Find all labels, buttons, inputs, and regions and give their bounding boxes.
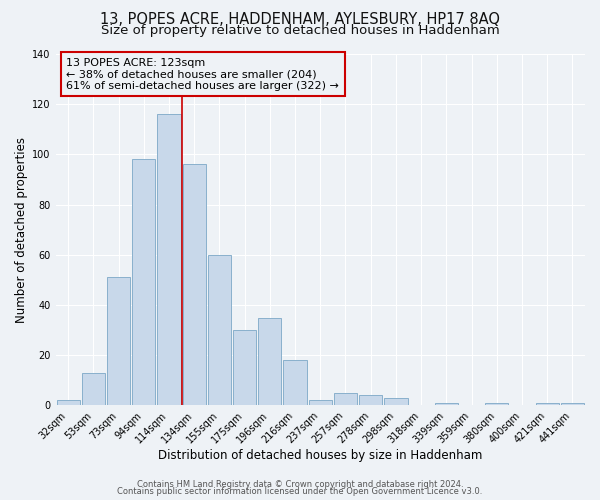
Bar (132, 160, 155, 406)
Text: 13, POPES ACRE, HADDENHAM, AYLESBURY, HP17 8AQ: 13, POPES ACRE, HADDENHAM, AYLESBURY, HP… (100, 12, 500, 26)
Bar (536, 403, 559, 406)
Bar (561, 403, 584, 406)
Y-axis label: Number of detached properties: Number of detached properties (15, 136, 28, 322)
Text: Size of property relative to detached houses in Haddenham: Size of property relative to detached ho… (101, 24, 499, 37)
Bar (182, 164, 206, 406)
Bar (258, 318, 281, 406)
Bar (107, 278, 130, 406)
Bar (308, 400, 332, 406)
Bar (385, 398, 407, 406)
Bar (82, 373, 105, 406)
Text: Contains HM Land Registry data © Crown copyright and database right 2024.: Contains HM Land Registry data © Crown c… (137, 480, 463, 489)
Bar (157, 114, 181, 406)
Text: 13 POPES ACRE: 123sqm
← 38% of detached houses are smaller (204)
61% of semi-det: 13 POPES ACRE: 123sqm ← 38% of detached … (66, 58, 339, 90)
Bar (435, 403, 458, 406)
Bar (283, 360, 307, 406)
Bar (359, 396, 382, 406)
Text: Contains public sector information licensed under the Open Government Licence v3: Contains public sector information licen… (118, 487, 482, 496)
Bar (56, 400, 80, 406)
X-axis label: Distribution of detached houses by size in Haddenham: Distribution of detached houses by size … (158, 450, 482, 462)
Bar (208, 255, 231, 406)
Bar (334, 393, 357, 406)
Bar (233, 330, 256, 406)
Bar (485, 403, 508, 406)
